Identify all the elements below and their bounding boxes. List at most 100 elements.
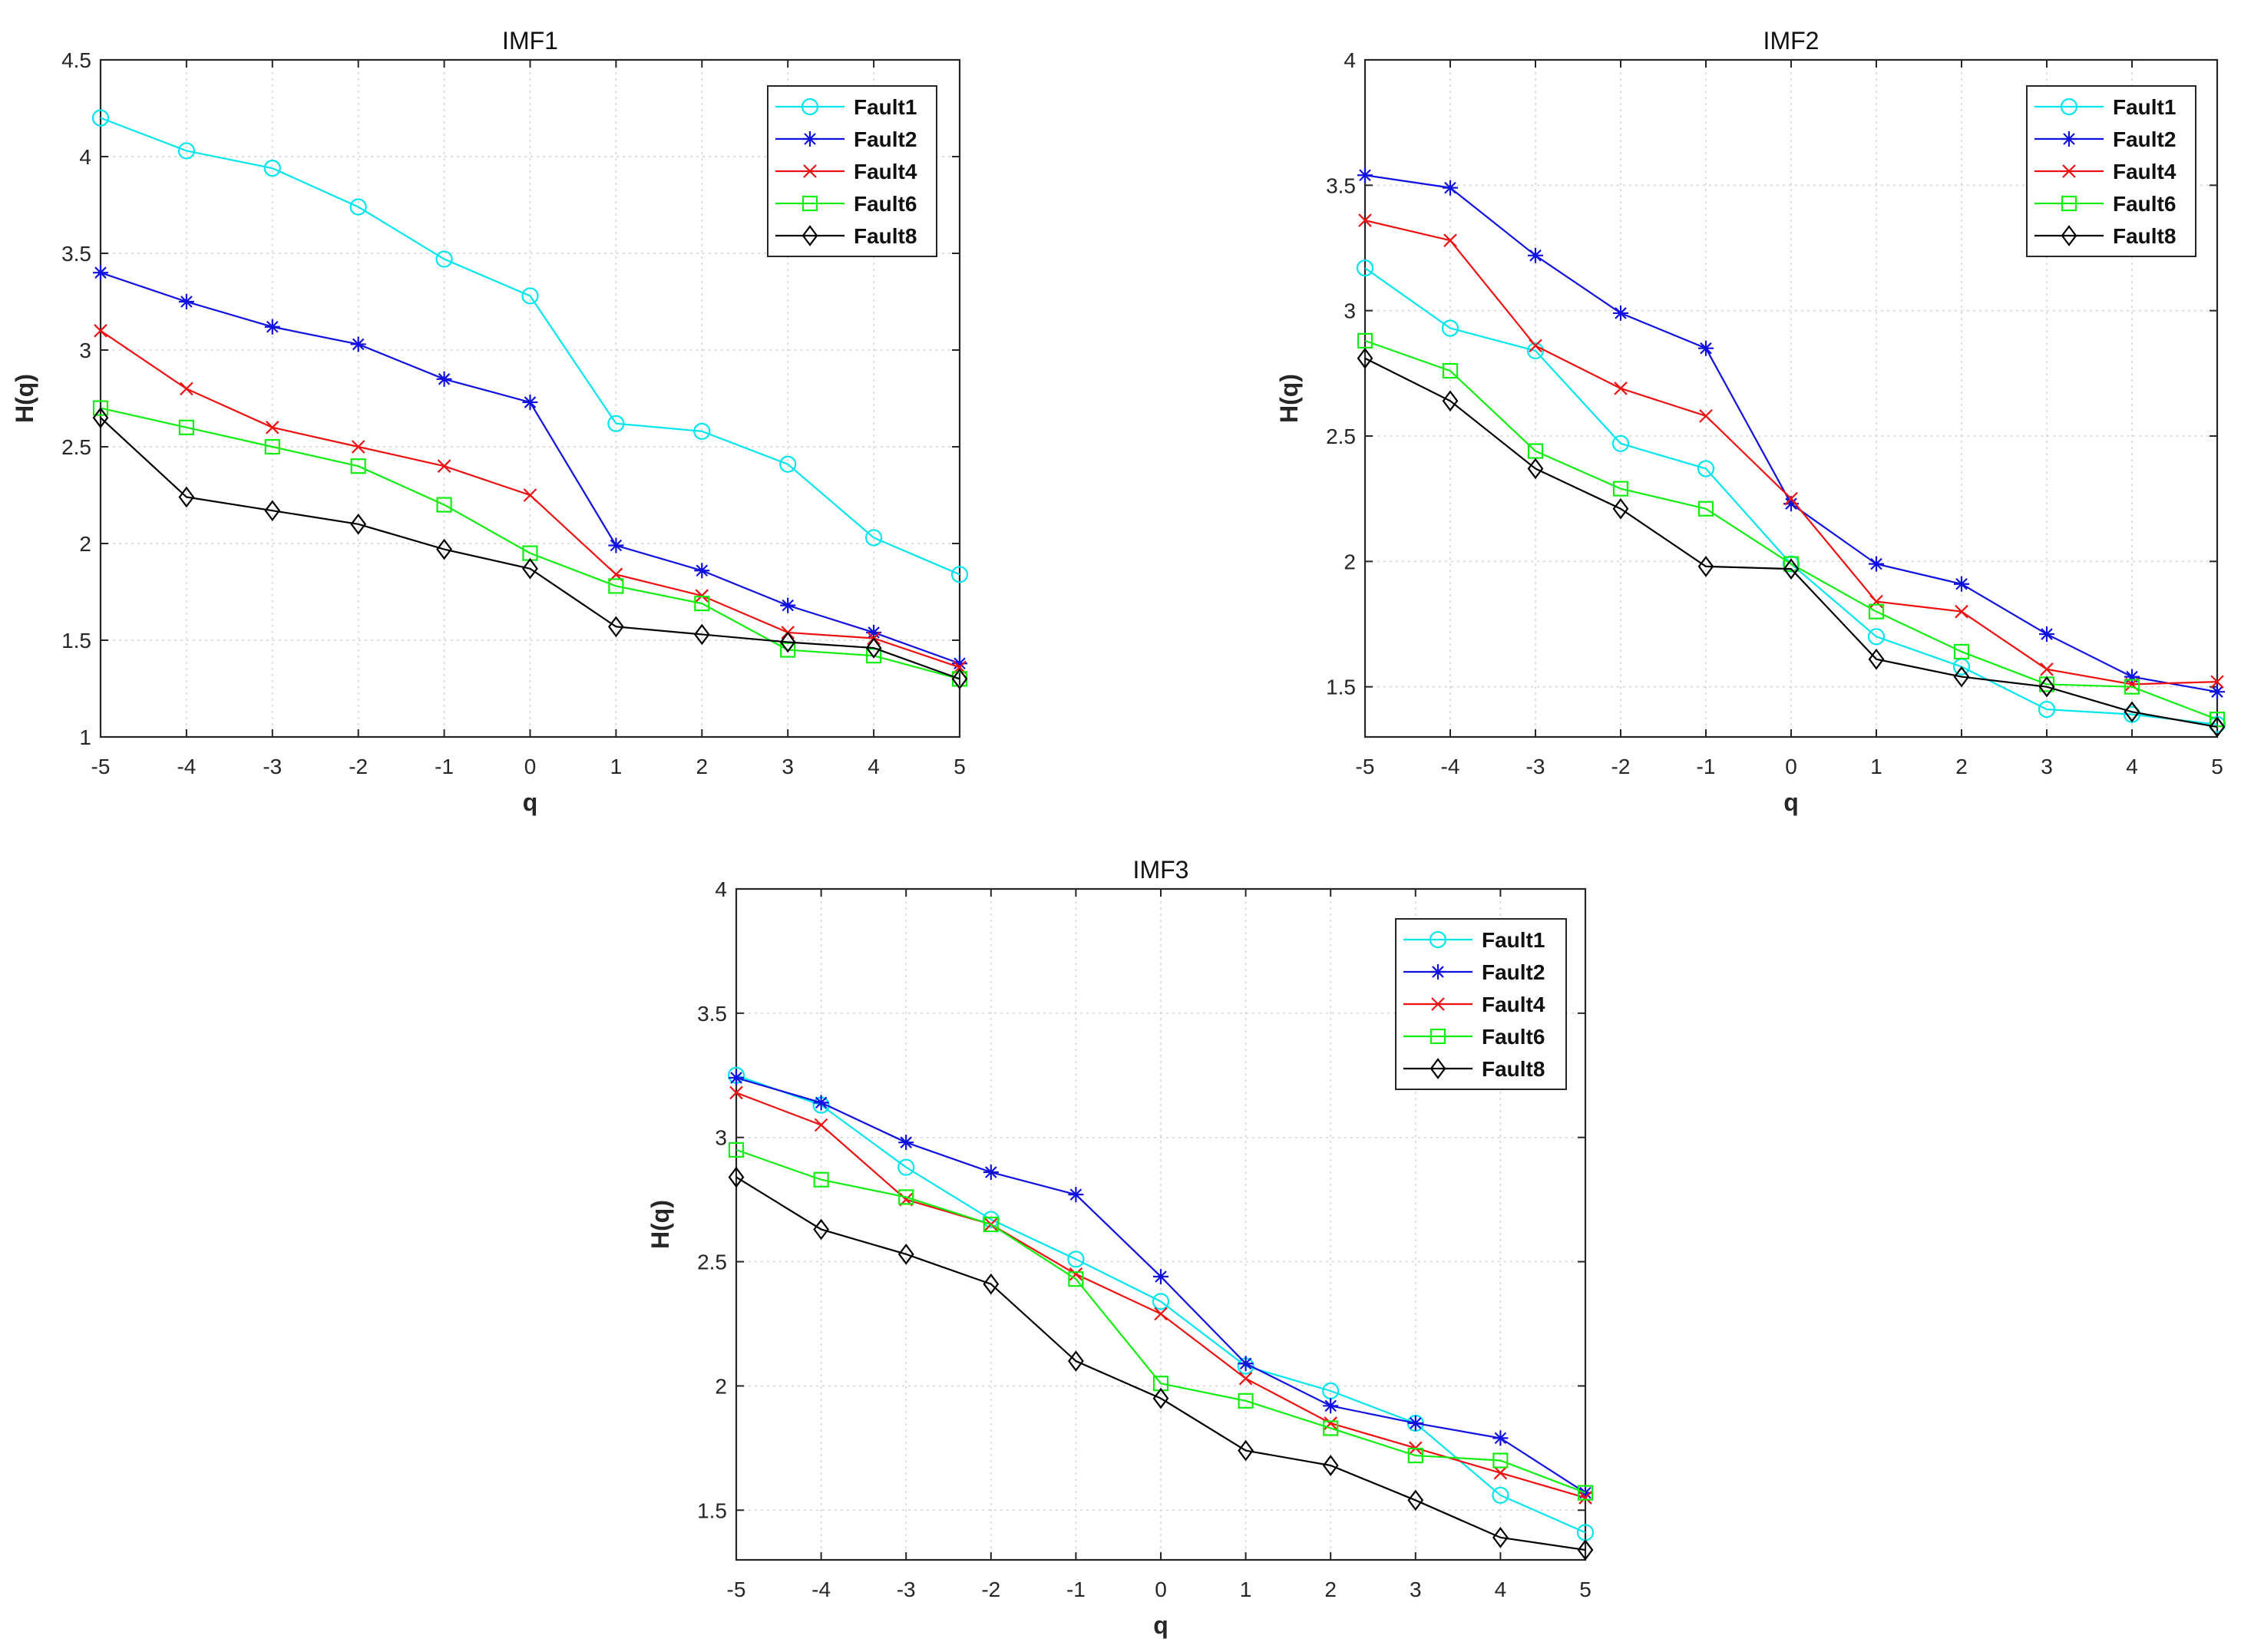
data-point [521,287,539,305]
data-point [1357,332,1373,349]
y-tick-label: 1.5 [1326,676,1356,699]
data-point [1578,1491,1592,1505]
legend-label: Fault1 [2113,95,2176,119]
data-point [178,419,194,435]
data-point [1613,305,1628,321]
data-point [983,1216,999,1233]
data-point [694,596,710,612]
data-point [1323,1420,1339,1436]
legend-label: Fault6 [1482,1025,1545,1049]
series-line [1364,339,2218,721]
x-tick-label: 4 [1495,1578,1507,1601]
data-point [1612,481,1629,497]
data-point [813,1171,829,1188]
x-tick-label: -1 [1066,1578,1086,1601]
data-point [813,1095,829,1111]
data-point [2124,679,2140,695]
data-point [1238,1371,1253,1386]
data-point [607,415,625,432]
data-point [2124,669,2140,685]
x-tick-label: 3 [2041,755,2053,778]
data-point [350,513,367,535]
data-point [1356,259,1374,277]
x-axis-label: q [523,788,538,816]
y-tick-label: 2.5 [697,1251,727,1274]
chart-title: IMF1 [502,27,558,55]
legend-marker [1430,1058,1446,1079]
data-point [1407,1489,1424,1512]
x-tick-label: 4 [868,755,880,778]
legend-marker [2060,97,2078,116]
y-axis-label: H(q) [646,1200,674,1249]
series-fault8 [1357,347,2226,738]
data-point [1357,167,1373,183]
series-fault8 [728,1166,1594,1561]
data-point [2210,675,2224,689]
data-point [350,336,366,352]
data-point [897,1158,915,1176]
x-tick-label: 2 [1955,755,1968,778]
legend-label: Fault4 [2113,160,2177,183]
y-tick-label: 1 [79,725,91,749]
legend-marker [1430,964,1446,980]
data-point [92,400,109,416]
data-point [263,160,281,177]
data-point [1869,556,1884,572]
data-point [1526,342,1545,360]
legend: Fault1 Fault2 Fault4 Fault6 Fault8 [2026,85,2196,257]
data-point [2210,684,2225,700]
chart-panel-imf3: -5 -4 -3 -2 -1 0 1 2 3 4 5 1.5 2 2.5 3 3.5 4 IMF3 q H(q) Fau… [646,856,1595,1639]
data-point [1068,1271,1084,1287]
data-point [522,395,538,411]
x-tick-label: 1 [1240,1578,1252,1601]
x-tick-label: -3 [1526,755,1545,778]
chart-panel-imf1: -5 -4 -3 -2 -1 0 1 2 3 4 5 1 1.5 2 2.5 3 3.5 4 4.5 IMF1 q H(q… [11,27,969,816]
legend-marker [2061,195,2077,212]
axes-box [1363,58,2219,738]
data-point [983,1273,1000,1295]
data-point [779,631,796,653]
x-tick-label: -5 [91,755,111,778]
data-point [264,438,280,455]
data-point [1783,556,1800,572]
data-point [180,382,193,396]
legend-label: Fault6 [854,192,917,216]
data-point [1068,1350,1084,1372]
data-point [436,497,452,513]
x-tick-label: 3 [1410,1578,1422,1601]
legend-marker [2061,131,2077,147]
data-point [1492,1452,1509,1469]
x-tick-label: -1 [435,755,454,778]
data-point [866,624,882,640]
x-tick-label: 1 [610,755,623,778]
data-point [608,537,624,553]
x-tick-label: 4 [2126,755,2138,778]
data-point [1868,648,1885,670]
series-line [735,1176,1586,1551]
x-tick-label: -5 [727,1578,746,1601]
data-point [264,319,280,335]
x-tick-label: 5 [1579,1578,1592,1601]
data-point [1953,643,1970,660]
data-point [1528,247,1543,263]
data-point [1697,556,1714,577]
x-tick-label: 0 [1785,755,1797,778]
data-point [266,421,279,434]
data-point [728,1166,745,1188]
x-tick-label: -4 [811,1578,831,1601]
y-tick-label: 2 [715,1374,727,1398]
data-point [2038,676,2055,698]
series-fault2 [1357,167,2225,700]
legend-marker [802,195,818,212]
data-point [694,563,710,579]
legend-label: Fault2 [2113,127,2176,151]
series-fault4 [1358,213,2224,692]
y-tick-label: 2.5 [61,435,91,459]
legend-label: Fault6 [2113,192,2176,216]
data-point [1443,233,1457,247]
chart-panel-imf2: -5 -4 -3 -2 -1 0 1 2 3 4 5 1.5 2 2.5 3 3.5 4 IMF2 q H(q) Fau… [1275,27,2226,816]
x-tick-label: -3 [897,1578,916,1601]
legend-label: Fault8 [1482,1057,1545,1081]
x-tick-label: 5 [954,755,966,778]
